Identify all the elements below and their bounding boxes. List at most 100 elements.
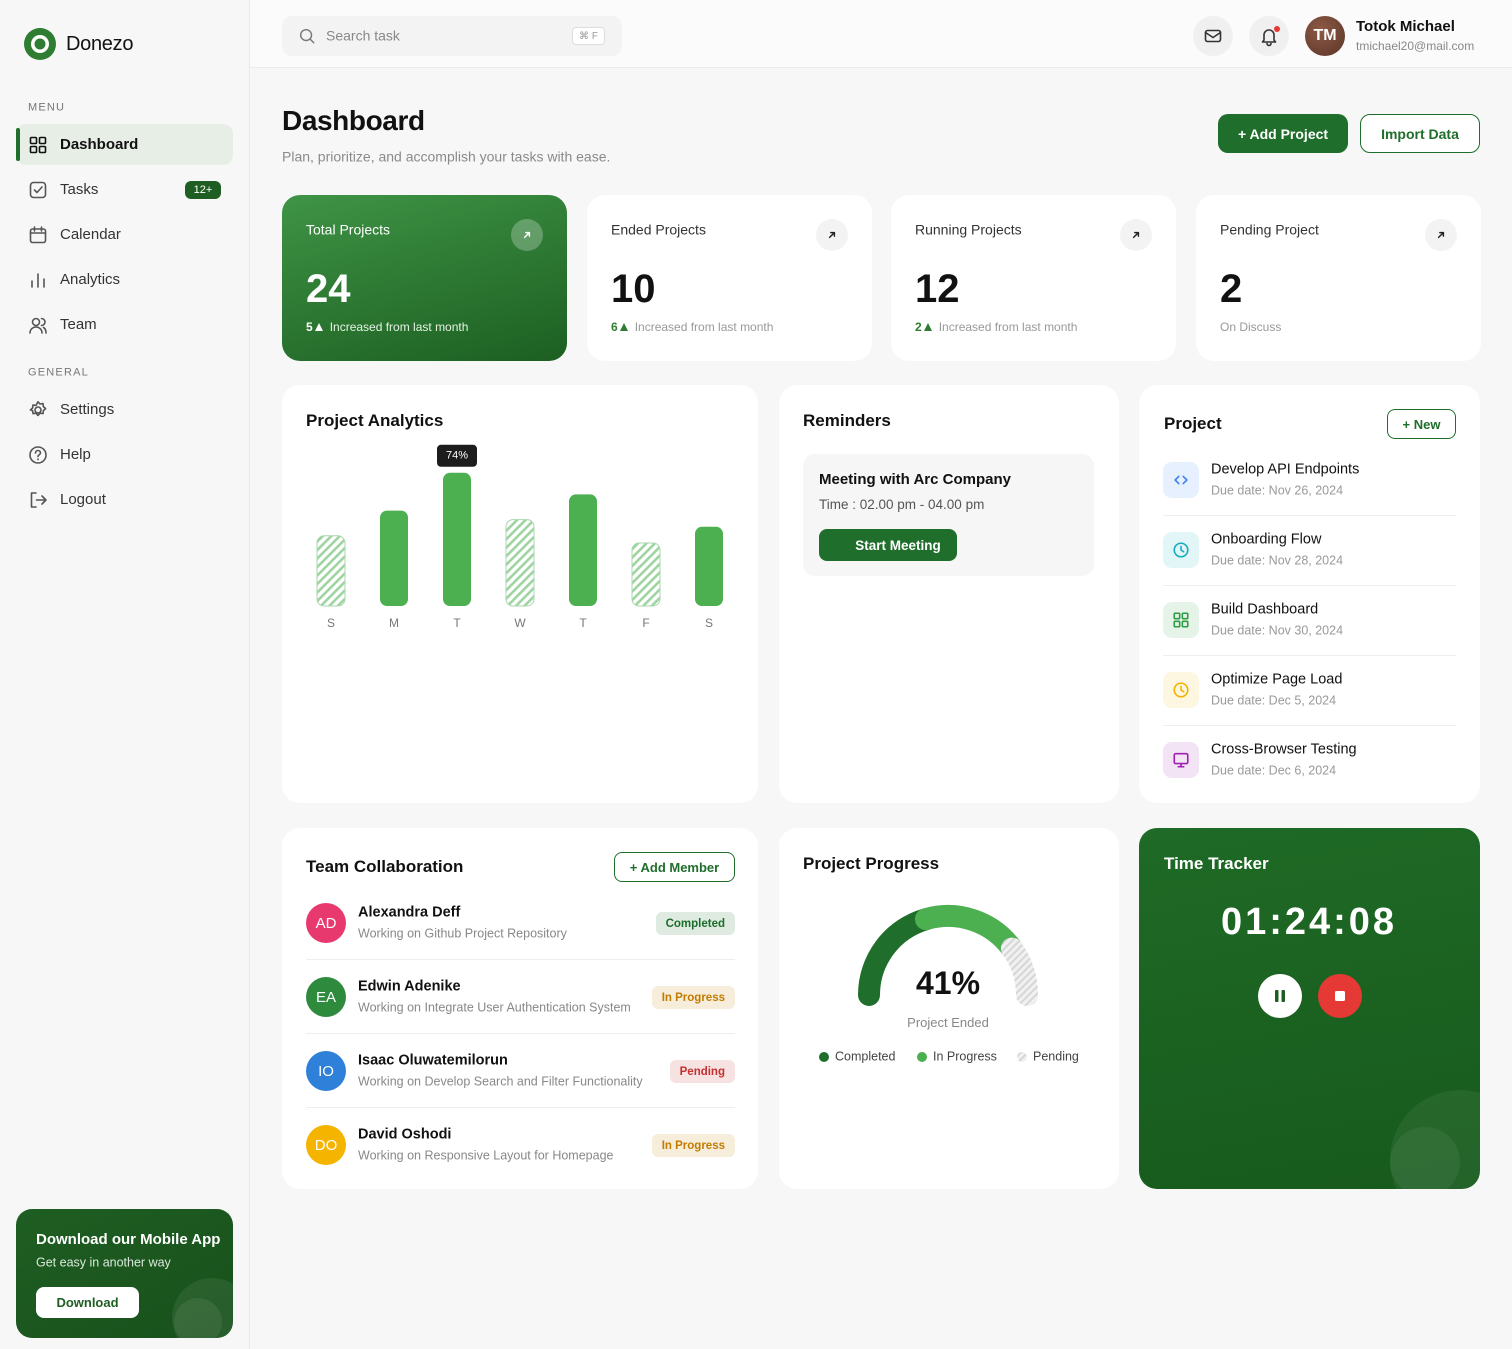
pause-button[interactable] <box>1258 974 1302 1018</box>
stat-delta: 2 <box>915 320 922 334</box>
timer: 01:24:08 <box>1220 901 1398 944</box>
legend-label: In Progress <box>933 1049 997 1064</box>
separator <box>1163 725 1456 726</box>
separator <box>1163 515 1456 516</box>
status-badge: Completed <box>655 912 735 935</box>
shortcut-hint[interactable]: ⌘ F <box>572 27 605 45</box>
gauge-value: 41% <box>915 964 981 1001</box>
stop-button[interactable] <box>1318 974 1362 1018</box>
member-avatar[interactable]: AD <box>306 903 346 943</box>
page-title: Dashboard <box>282 105 425 137</box>
project-name: Build Dashboard <box>1211 601 1319 618</box>
status-badge: Pending <box>669 1060 735 1083</box>
promo-button[interactable]: Download <box>36 1287 139 1318</box>
active-indicator <box>16 128 20 161</box>
delta-arrow <box>314 323 323 331</box>
menu-item[interactable] <box>16 304 233 345</box>
member-task: Working on Develop Search and Filter Fun… <box>358 1074 643 1089</box>
delta-arrow <box>619 323 628 331</box>
stat-note: On Discuss <box>1220 320 1282 334</box>
project-name: Cross-Browser Testing <box>1211 741 1357 758</box>
delta-arrow <box>923 323 932 331</box>
project-item[interactable] <box>1160 520 1458 582</box>
search-placeholder: Search task <box>326 27 400 44</box>
card-title: Project <box>1164 413 1222 433</box>
project-name: Optimize Page Load <box>1211 671 1343 688</box>
tracker-card <box>1139 828 1480 1189</box>
brand: Donezo <box>66 33 134 55</box>
menu-item[interactable] <box>16 169 233 210</box>
project-item[interactable] <box>1160 660 1458 722</box>
stat-title: Ended Projects <box>611 221 706 238</box>
card-title: Team Collaboration <box>306 856 464 876</box>
reminder-title: Meeting with Arc Company <box>819 471 1011 488</box>
menu-label: Team <box>60 316 97 333</box>
mail-button[interactable] <box>1193 16 1233 56</box>
import-data-button[interactable]: Import Data <box>1360 114 1480 153</box>
section-label: GENERAL <box>28 366 89 379</box>
stat-note-row: 2 Increased from last month <box>915 320 1077 334</box>
member-avatar[interactable]: IO <box>306 1051 346 1091</box>
project-item[interactable] <box>1160 450 1458 512</box>
user-avatar[interactable]: TM <box>1305 16 1345 56</box>
menu-label: Help <box>60 446 91 463</box>
project-name: Onboarding Flow <box>1211 531 1322 548</box>
gauge-caption: Project Ended <box>907 1015 989 1031</box>
menu-item[interactable] <box>16 259 233 300</box>
add-project-button[interactable]: + Add Project <box>1218 114 1348 153</box>
menu-item[interactable] <box>16 124 233 165</box>
start-meeting-button[interactable]: Start Meeting <box>819 529 957 561</box>
card-title: Project Progress <box>803 853 940 873</box>
reminder-time: Time : 02.00 pm - 04.00 pm <box>819 496 985 512</box>
status-badge: In Progress <box>651 1134 735 1157</box>
stat-delta: 5 <box>306 320 313 334</box>
project-item[interactable] <box>1160 730 1458 792</box>
search-box[interactable] <box>282 16 622 56</box>
progress-card <box>779 828 1119 1189</box>
stat-note-row: On Discuss <box>1220 320 1281 334</box>
member-name: Isaac Oluwatemilorun <box>358 1052 508 1069</box>
member-name: Edwin Adenike <box>358 978 461 995</box>
new-project-button[interactable]: + New <box>1387 409 1456 439</box>
member-avatar[interactable]: DO <box>306 1125 346 1165</box>
separator <box>306 1107 735 1108</box>
menu-label: Dashboard <box>60 136 139 153</box>
stat-delta: 6 <box>611 320 618 334</box>
menu-item[interactable] <box>16 479 233 520</box>
separator <box>306 959 735 960</box>
menu-label: Analytics <box>60 271 121 288</box>
card-title: Project Analytics <box>306 410 444 430</box>
user-email: tmichael20@mail.com <box>1356 38 1475 53</box>
stat-note-row: 5 Increased from last month <box>306 320 468 334</box>
project-card <box>1139 385 1480 803</box>
user-name: Totok Michael <box>1356 18 1455 35</box>
team-card <box>282 828 758 1189</box>
menu-badge[interactable]: 12+ <box>185 181 221 199</box>
sidebar <box>0 0 250 1349</box>
section-label: MENU <box>28 101 66 114</box>
notification-button[interactable] <box>1249 16 1289 56</box>
member-name: Alexandra Deff <box>358 904 461 921</box>
analytics-card <box>282 385 758 803</box>
menu-item[interactable] <box>16 389 233 430</box>
project-item[interactable] <box>1160 590 1458 652</box>
stat-note: Increased from last month <box>329 320 469 334</box>
stat-note: Increased from last month <box>634 320 774 334</box>
status-badge: In Progress <box>651 986 735 1009</box>
stat-title: Running Projects <box>915 221 1022 238</box>
member-avatar[interactable]: EA <box>306 977 346 1017</box>
card-title: Reminders <box>803 410 891 430</box>
project-due: Due date: Dec 6, 2024 <box>1211 763 1337 778</box>
stat-note: Increased from last month <box>938 320 1078 334</box>
project-due: Due date: Dec 5, 2024 <box>1211 693 1337 708</box>
add-member-button[interactable]: + Add Member <box>614 852 735 882</box>
menu-item[interactable] <box>16 214 233 255</box>
member-name: David Oshodi <box>358 1126 452 1143</box>
stat-card[interactable] <box>282 195 567 361</box>
project-due: Due date: Nov 26, 2024 <box>1211 483 1344 498</box>
legend-label: Completed <box>835 1049 896 1064</box>
topbar <box>250 0 1512 68</box>
menu-item[interactable] <box>16 434 233 475</box>
project-icon-bg <box>1163 602 1199 638</box>
